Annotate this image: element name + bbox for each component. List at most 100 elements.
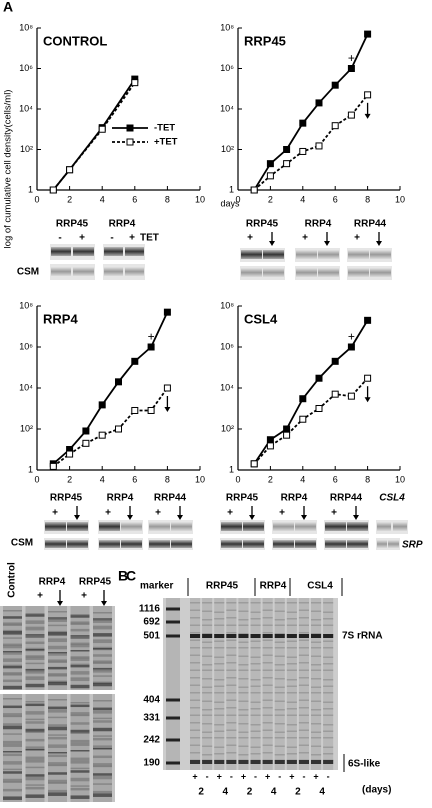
gel-band xyxy=(93,775,112,780)
gel-band xyxy=(25,784,45,786)
label: + xyxy=(279,508,285,519)
gel-band xyxy=(48,666,67,670)
gel-band xyxy=(70,757,90,761)
gel-band xyxy=(70,739,90,743)
point xyxy=(66,166,74,174)
arrow-head xyxy=(164,407,171,412)
gel-smear xyxy=(323,692,334,694)
gel-smear xyxy=(262,692,273,694)
label: + xyxy=(52,508,58,519)
gel-band xyxy=(70,684,90,689)
gel-smear xyxy=(238,737,249,739)
gel-smear xyxy=(202,745,213,747)
gel-smear xyxy=(214,746,225,748)
label: RRP44 xyxy=(354,219,387,230)
gel-band xyxy=(298,634,309,638)
gel-band xyxy=(70,714,90,717)
gel-smear xyxy=(202,669,213,671)
label: 6 xyxy=(333,474,338,484)
label: marker xyxy=(140,581,173,592)
gel-smear xyxy=(226,602,237,604)
gel-smear xyxy=(274,709,285,711)
label: 2 xyxy=(268,194,273,204)
blot-band xyxy=(45,540,66,548)
gel-smear xyxy=(274,624,285,626)
gel-band xyxy=(250,760,261,764)
blot-band xyxy=(99,540,120,548)
gel-smear xyxy=(250,701,261,703)
point xyxy=(364,316,372,324)
gel-band xyxy=(25,738,45,742)
blot-band xyxy=(295,540,316,548)
gel-smear xyxy=(298,669,309,671)
gel-smear xyxy=(311,745,322,747)
gel-smear xyxy=(238,647,249,649)
gel-band xyxy=(25,774,45,777)
gel-smear xyxy=(274,745,285,747)
point xyxy=(283,146,291,153)
gel-band xyxy=(93,755,112,759)
gel-smear xyxy=(298,602,309,604)
gel-band xyxy=(93,773,112,776)
gel-band xyxy=(70,760,90,764)
label: 8 xyxy=(165,474,170,484)
blot-band xyxy=(51,267,71,276)
gel-smear xyxy=(298,684,309,686)
gel-band xyxy=(93,710,112,714)
blot-band xyxy=(393,522,407,531)
gel-smear xyxy=(214,663,225,665)
label: - xyxy=(58,233,61,244)
label: 6 xyxy=(132,474,137,484)
gel-smear xyxy=(226,677,237,679)
gel-smear xyxy=(262,669,273,671)
gel-smear xyxy=(250,708,261,710)
gel-smear xyxy=(238,678,249,680)
gel-band xyxy=(93,626,112,630)
gel-smear xyxy=(250,685,261,687)
gel-smear xyxy=(238,723,249,725)
gel-band xyxy=(3,637,22,639)
series-line xyxy=(52,82,136,191)
label: + xyxy=(348,51,355,65)
marker-band xyxy=(166,634,180,638)
gel-smear xyxy=(250,679,261,681)
label: 2 xyxy=(198,787,204,798)
gel-band xyxy=(3,733,22,735)
arrow-head xyxy=(301,515,307,520)
blot-band xyxy=(121,522,142,531)
label: days xyxy=(220,198,240,208)
gel-smear xyxy=(202,709,213,711)
gel-smear xyxy=(323,714,334,716)
gel-smear xyxy=(190,602,201,604)
label: 2 xyxy=(247,787,253,798)
gel-band xyxy=(70,795,90,799)
gel-band xyxy=(48,709,67,713)
gel-smear xyxy=(311,669,322,671)
gel-band xyxy=(25,786,45,790)
gel-lane xyxy=(190,598,201,770)
gel-lane xyxy=(226,598,237,770)
gel-smear xyxy=(323,753,334,755)
gel-band xyxy=(93,790,112,794)
gel-smear xyxy=(202,633,213,635)
gel-smear xyxy=(190,729,201,731)
gel-band xyxy=(3,610,22,612)
point xyxy=(315,99,323,107)
gel-band xyxy=(323,634,334,638)
point xyxy=(315,374,323,382)
gel-smear xyxy=(238,633,249,635)
label: 4 xyxy=(100,474,105,484)
gel-smear xyxy=(238,669,249,671)
point xyxy=(98,401,106,409)
label: + xyxy=(265,771,270,781)
gel-band xyxy=(3,771,22,774)
label: 6S-like xyxy=(348,759,381,770)
gel-smear xyxy=(202,610,213,612)
gel-smear xyxy=(286,656,297,658)
gel-smear xyxy=(226,624,237,626)
label: 10⁶ xyxy=(19,341,33,351)
gel-smear xyxy=(298,677,309,679)
gel-band xyxy=(93,682,112,687)
gel-lane xyxy=(70,694,90,802)
gel-smear xyxy=(214,656,225,658)
